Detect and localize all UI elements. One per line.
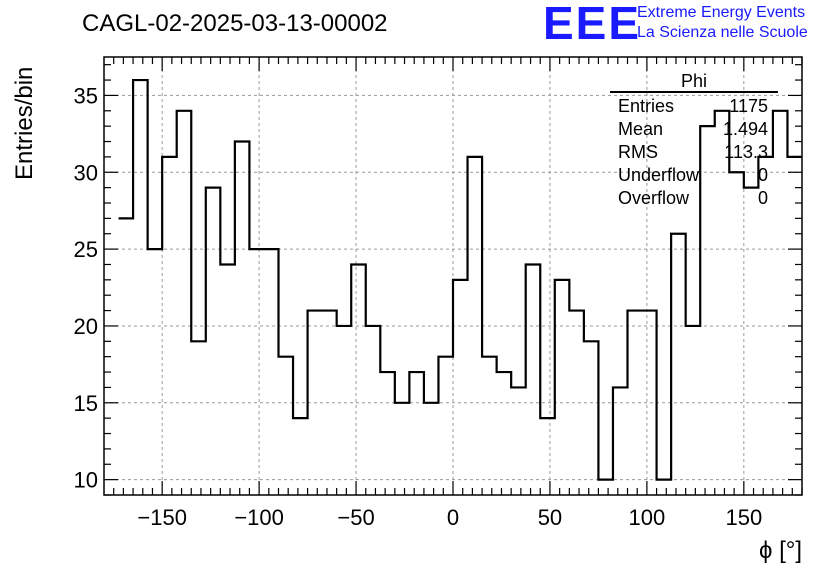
x-tick-label: −50 [337,505,374,530]
y-tick-label: 10 [74,468,98,493]
x-axis-label: ϕ [°] [759,537,802,564]
stats-label: RMS [618,142,658,162]
stats-row-underflow: Underflow 0 [610,164,778,187]
logo-line-2: La Scienza nelle Scuole [637,24,808,41]
stats-row-entries: Entries 1175 [610,95,778,118]
stats-row-mean: Mean 1.494 [610,118,778,141]
stats-divider [610,91,778,93]
x-tick-label: 100 [629,505,666,530]
stats-value: 113.3 [724,142,768,162]
stats-box: Phi Entries 1175 Mean 1.494 RMS 113.3 Un… [610,72,778,210]
y-tick-label: 20 [74,314,98,339]
x-tick-label: 0 [447,505,459,530]
x-tick-label: 150 [725,505,762,530]
x-tick-label: −100 [234,505,284,530]
tick-labels: −150 −100 −50 0 50 100 150 10 15 20 25 30 35 [74,83,763,530]
x-tick-label: −150 [137,505,187,530]
logo-line-1: Extreme Energy Events [637,4,806,21]
y-tick-label: 15 [74,391,98,416]
x-tick-label: 50 [538,505,562,530]
stats-value: 1.494 [722,119,768,139]
stats-value: 0 [757,165,768,185]
y-axis-label: Entries/bin [11,67,38,180]
stats-row-rms: RMS 113.3 [610,141,778,164]
stats-name: Phi [680,71,707,91]
stats-row-overflow: Overflow 0 [610,187,778,210]
stats-label: Mean [618,119,664,139]
histogram [118,78,802,481]
axes [103,56,803,496]
y-tick-label: 25 [74,237,98,262]
eee-logo: EEE [543,0,642,49]
stats-label: Underflow [618,165,700,185]
y-tick-label: 35 [74,83,98,108]
histogram-line [118,78,802,481]
stats-value: 1175 [729,96,768,116]
y-tick-label: 30 [74,160,98,185]
stats-label: Overflow [618,188,690,208]
chart-title: CAGL-02-2025-03-13-00002 [82,10,388,37]
stats-value: 0 [757,188,768,208]
stats-label: Entries [618,96,675,116]
